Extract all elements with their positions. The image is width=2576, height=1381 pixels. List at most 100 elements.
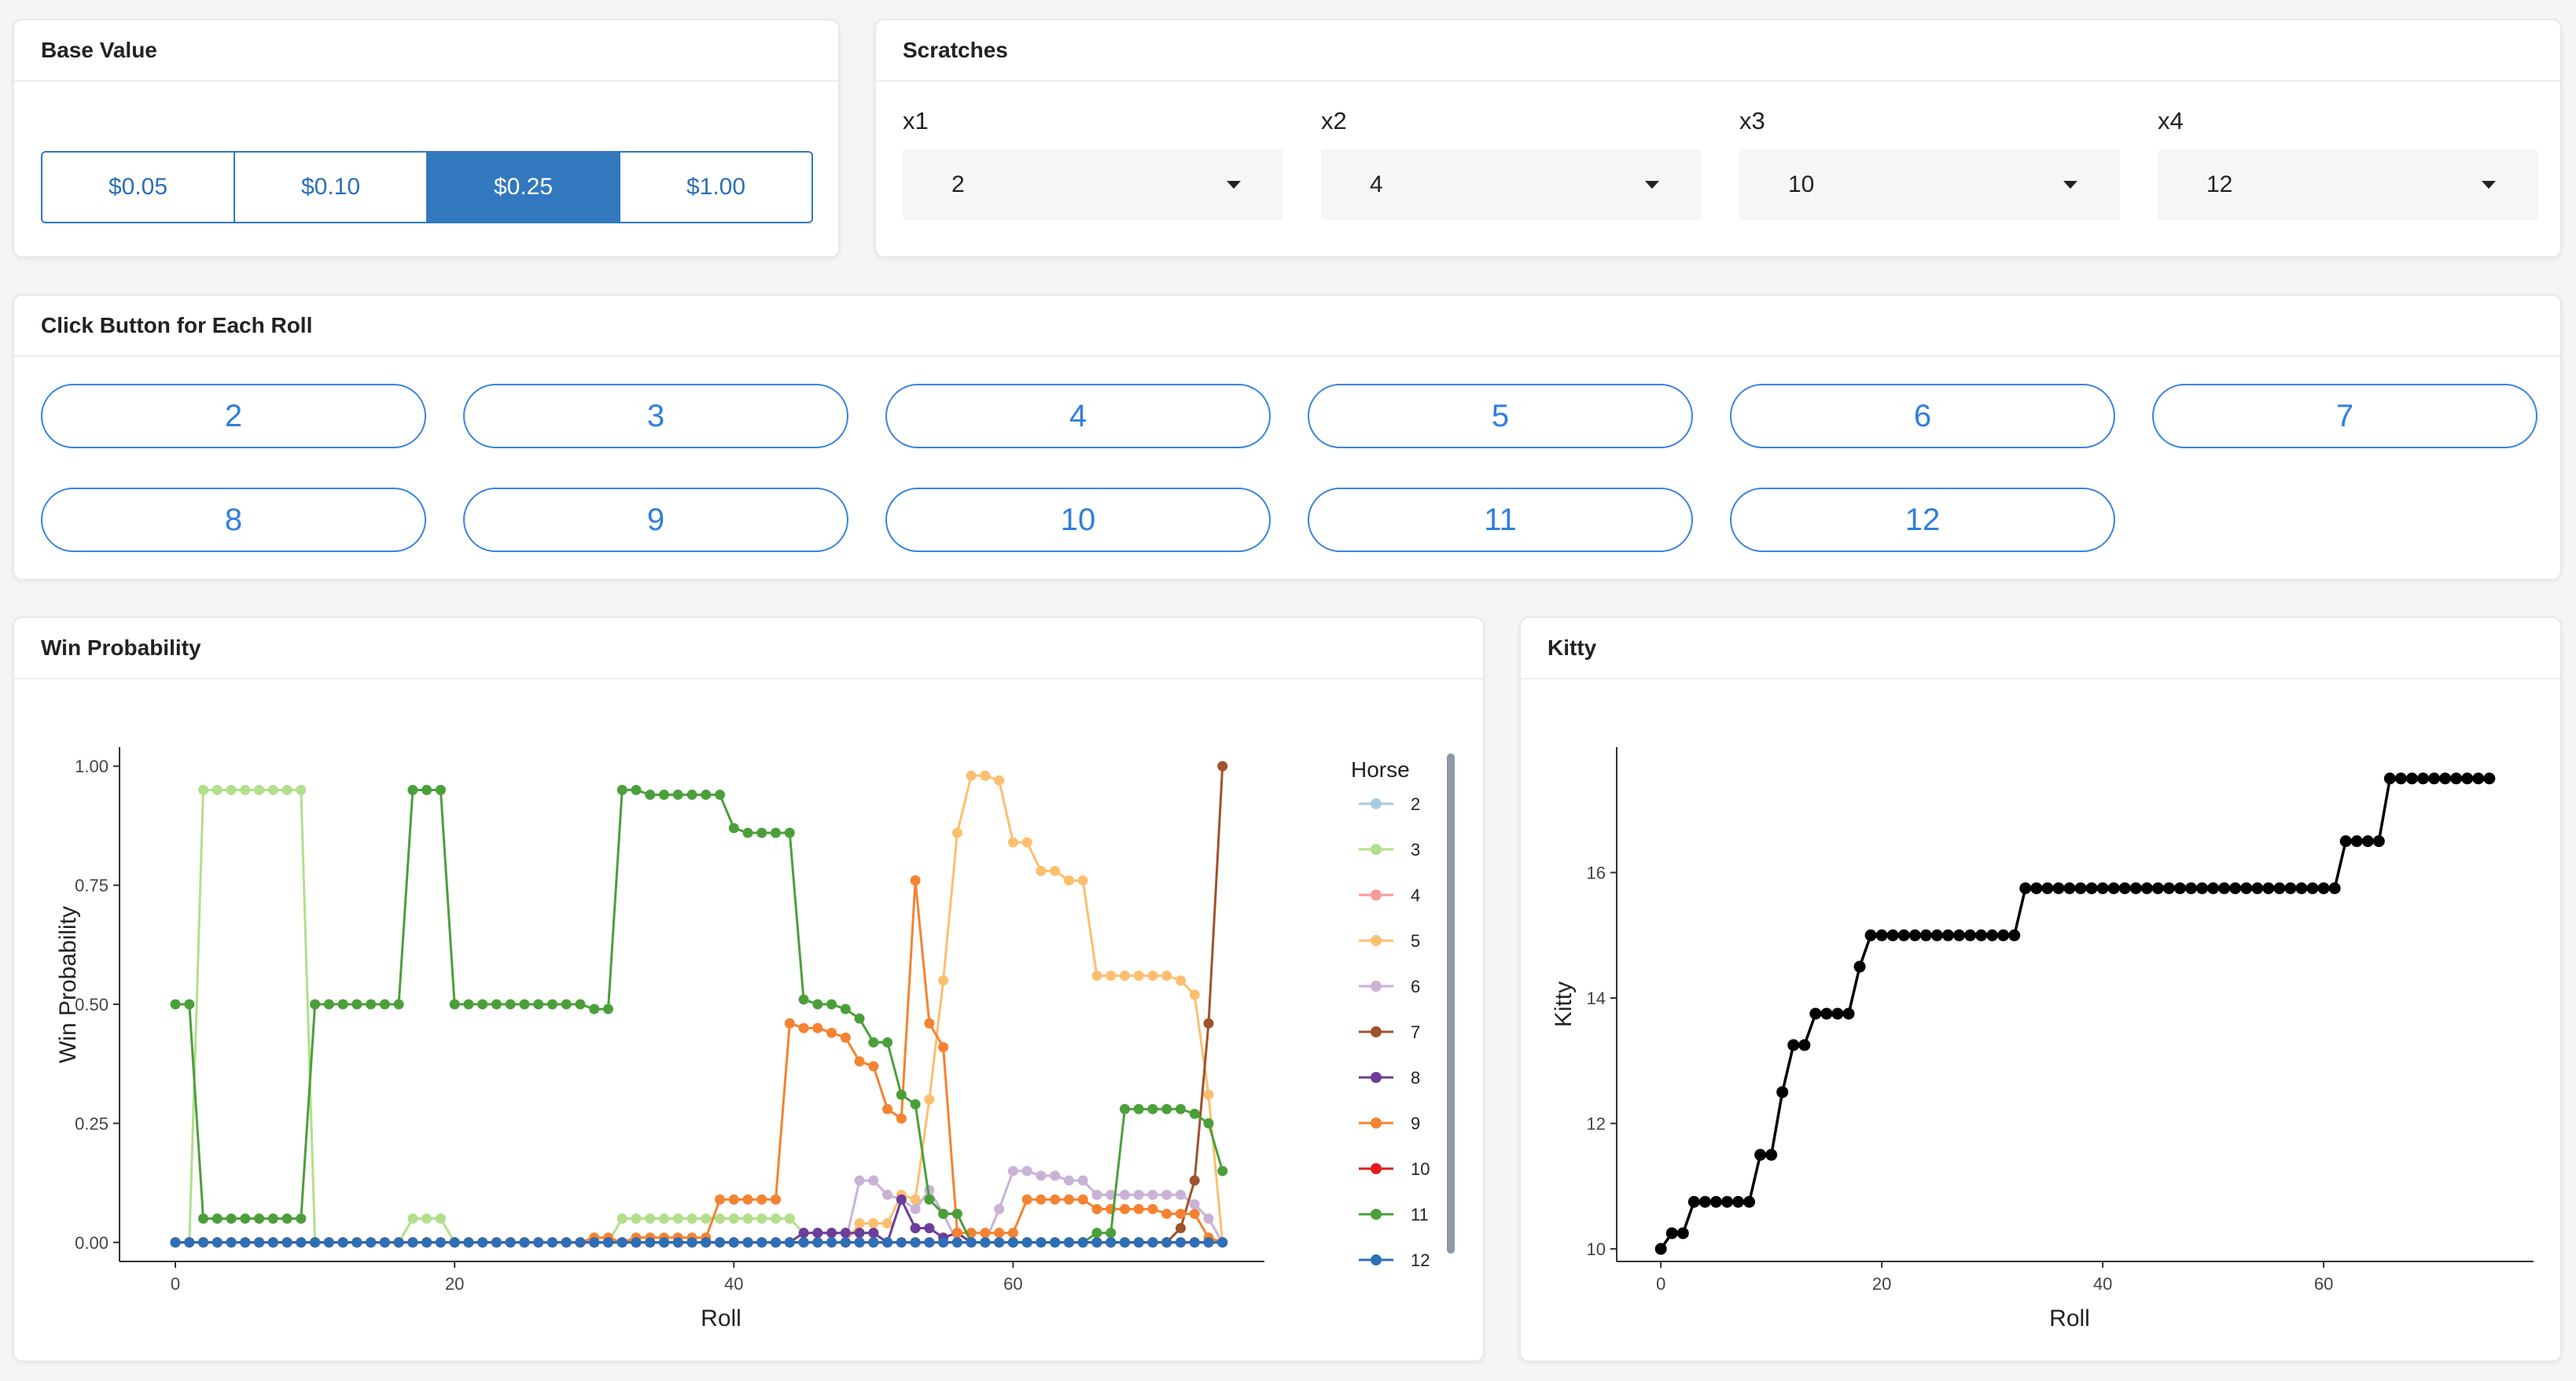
legend-item-horse-8: 8 [1359, 1068, 1420, 1088]
kitty-data-point [2361, 835, 2374, 848]
kitty-data-point [2129, 882, 2142, 894]
roll-button-6[interactable]: 6 [1730, 384, 2115, 448]
data-point-horse-12 [267, 1237, 278, 1248]
roll-button-8[interactable]: 8 [41, 488, 426, 552]
data-point-horse-11 [198, 1213, 209, 1224]
roll-button-11[interactable]: 11 [1308, 488, 1693, 552]
base-value-option-0-25[interactable]: $0.25 [428, 153, 620, 222]
data-point-horse-11 [1091, 1228, 1102, 1239]
kitty-data-point [1919, 929, 1932, 941]
scratch-select-x1[interactable]: 2 [903, 149, 1283, 220]
legend-label: 4 [1411, 886, 1420, 905]
legend-scrollbar[interactable] [1447, 753, 1455, 1254]
base-value-selector: $0.05 $0.10 $0.25 $1.00 [41, 151, 813, 223]
legend-item-horse-2: 2 [1359, 794, 1420, 814]
win-probability-chart: 0.00 0.25 0.50 0.75 1.00 0 20 40 60 2 3 4 5 6 7 8 9 10 11… [55, 747, 1430, 1331]
data-point-horse-5 [1203, 1089, 1214, 1100]
roll-button-4[interactable]: 4 [885, 384, 1271, 448]
data-point-horse-6 [1147, 1189, 1158, 1200]
legend-marker [1371, 844, 1382, 855]
scratch-group-x4: x4 12 [2158, 107, 2538, 220]
data-point-horse-8 [854, 1228, 865, 1239]
data-point-horse-6 [1021, 1166, 1032, 1177]
data-point-horse-3 [631, 1213, 642, 1224]
data-point-horse-6 [1106, 1189, 1117, 1200]
roll-button-3[interactable]: 3 [463, 384, 848, 448]
data-point-horse-11 [910, 1099, 921, 1110]
data-point-horse-12 [366, 1237, 377, 1248]
data-point-horse-6 [1175, 1189, 1186, 1200]
legend-item-horse-9: 9 [1359, 1114, 1420, 1133]
data-point-horse-3 [756, 1213, 767, 1224]
roll-button-2[interactable]: 2 [41, 384, 426, 448]
data-point-horse-9 [1063, 1194, 1074, 1205]
roll-button-5[interactable]: 5 [1308, 384, 1693, 448]
data-point-horse-12 [980, 1237, 991, 1248]
data-point-horse-9 [938, 1042, 949, 1052]
data-point-horse-11 [226, 1213, 237, 1224]
kitty-data-point [1831, 1007, 1844, 1020]
data-point-horse-5 [1175, 975, 1186, 986]
data-point-horse-9 [868, 1061, 879, 1072]
kitty-data-point [1809, 1007, 1822, 1020]
kitty-data-point [2428, 772, 2441, 785]
kitty-data-point [2339, 835, 2352, 848]
roll-button-12[interactable]: 12 [1730, 488, 2115, 552]
kitty-data-point [2483, 772, 2496, 785]
data-point-horse-3 [254, 785, 265, 795]
data-point-horse-9 [910, 875, 921, 886]
data-point-horse-11 [672, 790, 683, 801]
legend-item-horse-7: 7 [1359, 1022, 1420, 1042]
data-point-horse-5 [966, 770, 977, 781]
data-point-horse-11 [701, 790, 712, 801]
data-point-horse-5 [1007, 837, 1018, 848]
base-value-option-0-05[interactable]: $0.05 [42, 153, 235, 222]
kitty-data-point [1798, 1039, 1811, 1051]
data-point-horse-11 [240, 1213, 251, 1224]
kitty-data-point [1842, 1007, 1855, 1020]
kitty-y-axis-label: Kitty [1551, 981, 1577, 1027]
base-value-option-1-00[interactable]: $1.00 [620, 153, 811, 222]
kitty-x-tick-label: 0 [1656, 1274, 1665, 1294]
caret-down-icon [1645, 181, 1659, 189]
series-line-horse-5 [175, 774, 1224, 1244]
kitty-data-point [2240, 882, 2253, 894]
data-point-horse-5 [1063, 875, 1074, 886]
roll-button-7[interactable]: 7 [2152, 384, 2537, 448]
data-point-horse-11 [784, 827, 795, 838]
kitty-data-point [1654, 1243, 1667, 1255]
data-point-horse-9 [1119, 1203, 1130, 1214]
legend-marker [1371, 1163, 1382, 1174]
kitty-data-point [2052, 882, 2065, 894]
kitty-data-point [2196, 882, 2209, 894]
kitty-data-point [2328, 882, 2341, 894]
scratch-value-x4: 12 [2206, 171, 2233, 197]
scratch-select-x4[interactable]: 12 [2158, 149, 2538, 220]
data-point-horse-12 [561, 1237, 572, 1248]
data-point-horse-6 [1050, 1170, 1061, 1181]
data-point-horse-12 [1217, 1237, 1228, 1248]
data-point-horse-9 [715, 1194, 726, 1205]
data-point-horse-12 [546, 1237, 558, 1248]
data-point-horse-11 [826, 999, 837, 1010]
kitty-y-tick-label: 16 [1587, 864, 1606, 883]
data-point-horse-11 [337, 999, 348, 1010]
data-point-horse-12 [771, 1237, 782, 1248]
legend-marker [1371, 1026, 1382, 1037]
data-point-horse-3 [240, 785, 251, 795]
kitty-data-point [2394, 772, 2407, 785]
scratch-select-x2[interactable]: 4 [1321, 149, 1702, 220]
kitty-data-point [1941, 929, 1954, 941]
data-point-horse-11 [296, 1213, 307, 1224]
legend-label: 5 [1411, 931, 1420, 951]
base-value-option-0-10[interactable]: $0.10 [235, 153, 428, 222]
data-point-horse-12 [602, 1237, 613, 1248]
scratch-select-x3[interactable]: 10 [1739, 149, 2120, 220]
data-point-horse-5 [854, 1218, 865, 1229]
data-point-horse-11 [1203, 1118, 1214, 1129]
roll-button-10[interactable]: 10 [885, 488, 1271, 552]
roll-button-9[interactable]: 9 [463, 488, 848, 552]
legend-label: 6 [1411, 977, 1420, 996]
data-point-horse-12 [1091, 1237, 1102, 1248]
data-point-horse-12 [351, 1237, 362, 1248]
